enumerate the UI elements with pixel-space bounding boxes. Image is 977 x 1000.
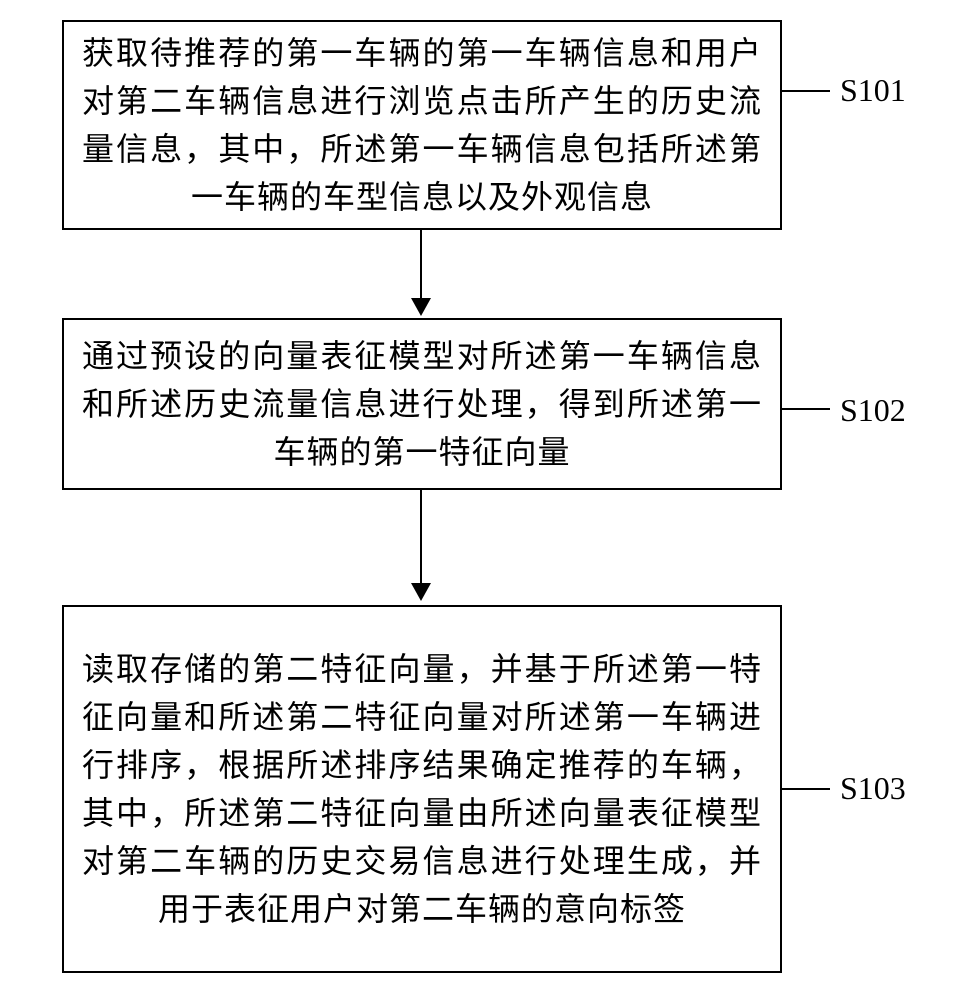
arrow-2-head bbox=[411, 583, 431, 601]
flow-step-s102-text: 通过预设的向量表征模型对所述第一车辆信息和所述历史流量信息进行处理，得到所述第一… bbox=[82, 332, 762, 476]
flow-step-s103: 读取存储的第二特征向量，并基于所述第一特征向量和所述第二特征向量对所述第一车辆进… bbox=[62, 605, 782, 973]
step-label-s102: S102 bbox=[840, 392, 906, 429]
flow-step-s103-text: 读取存储的第二特征向量，并基于所述第一特征向量和所述第二特征向量对所述第一车辆进… bbox=[82, 645, 762, 933]
connector-s102 bbox=[782, 408, 830, 410]
arrow-1-line bbox=[420, 230, 422, 300]
connector-s103 bbox=[782, 788, 830, 790]
flow-step-s101: 获取待推荐的第一车辆的第一车辆信息和用户对第二车辆信息进行浏览点击所产生的历史流… bbox=[62, 20, 782, 230]
flow-step-s101-text: 获取待推荐的第一车辆的第一车辆信息和用户对第二车辆信息进行浏览点击所产生的历史流… bbox=[82, 29, 762, 221]
step-label-s103: S103 bbox=[840, 770, 906, 807]
arrow-1-head bbox=[411, 298, 431, 316]
step-label-s101: S101 bbox=[840, 72, 906, 109]
arrow-2-line bbox=[420, 490, 422, 585]
flow-step-s102: 通过预设的向量表征模型对所述第一车辆信息和所述历史流量信息进行处理，得到所述第一… bbox=[62, 318, 782, 490]
connector-s101 bbox=[782, 90, 830, 92]
